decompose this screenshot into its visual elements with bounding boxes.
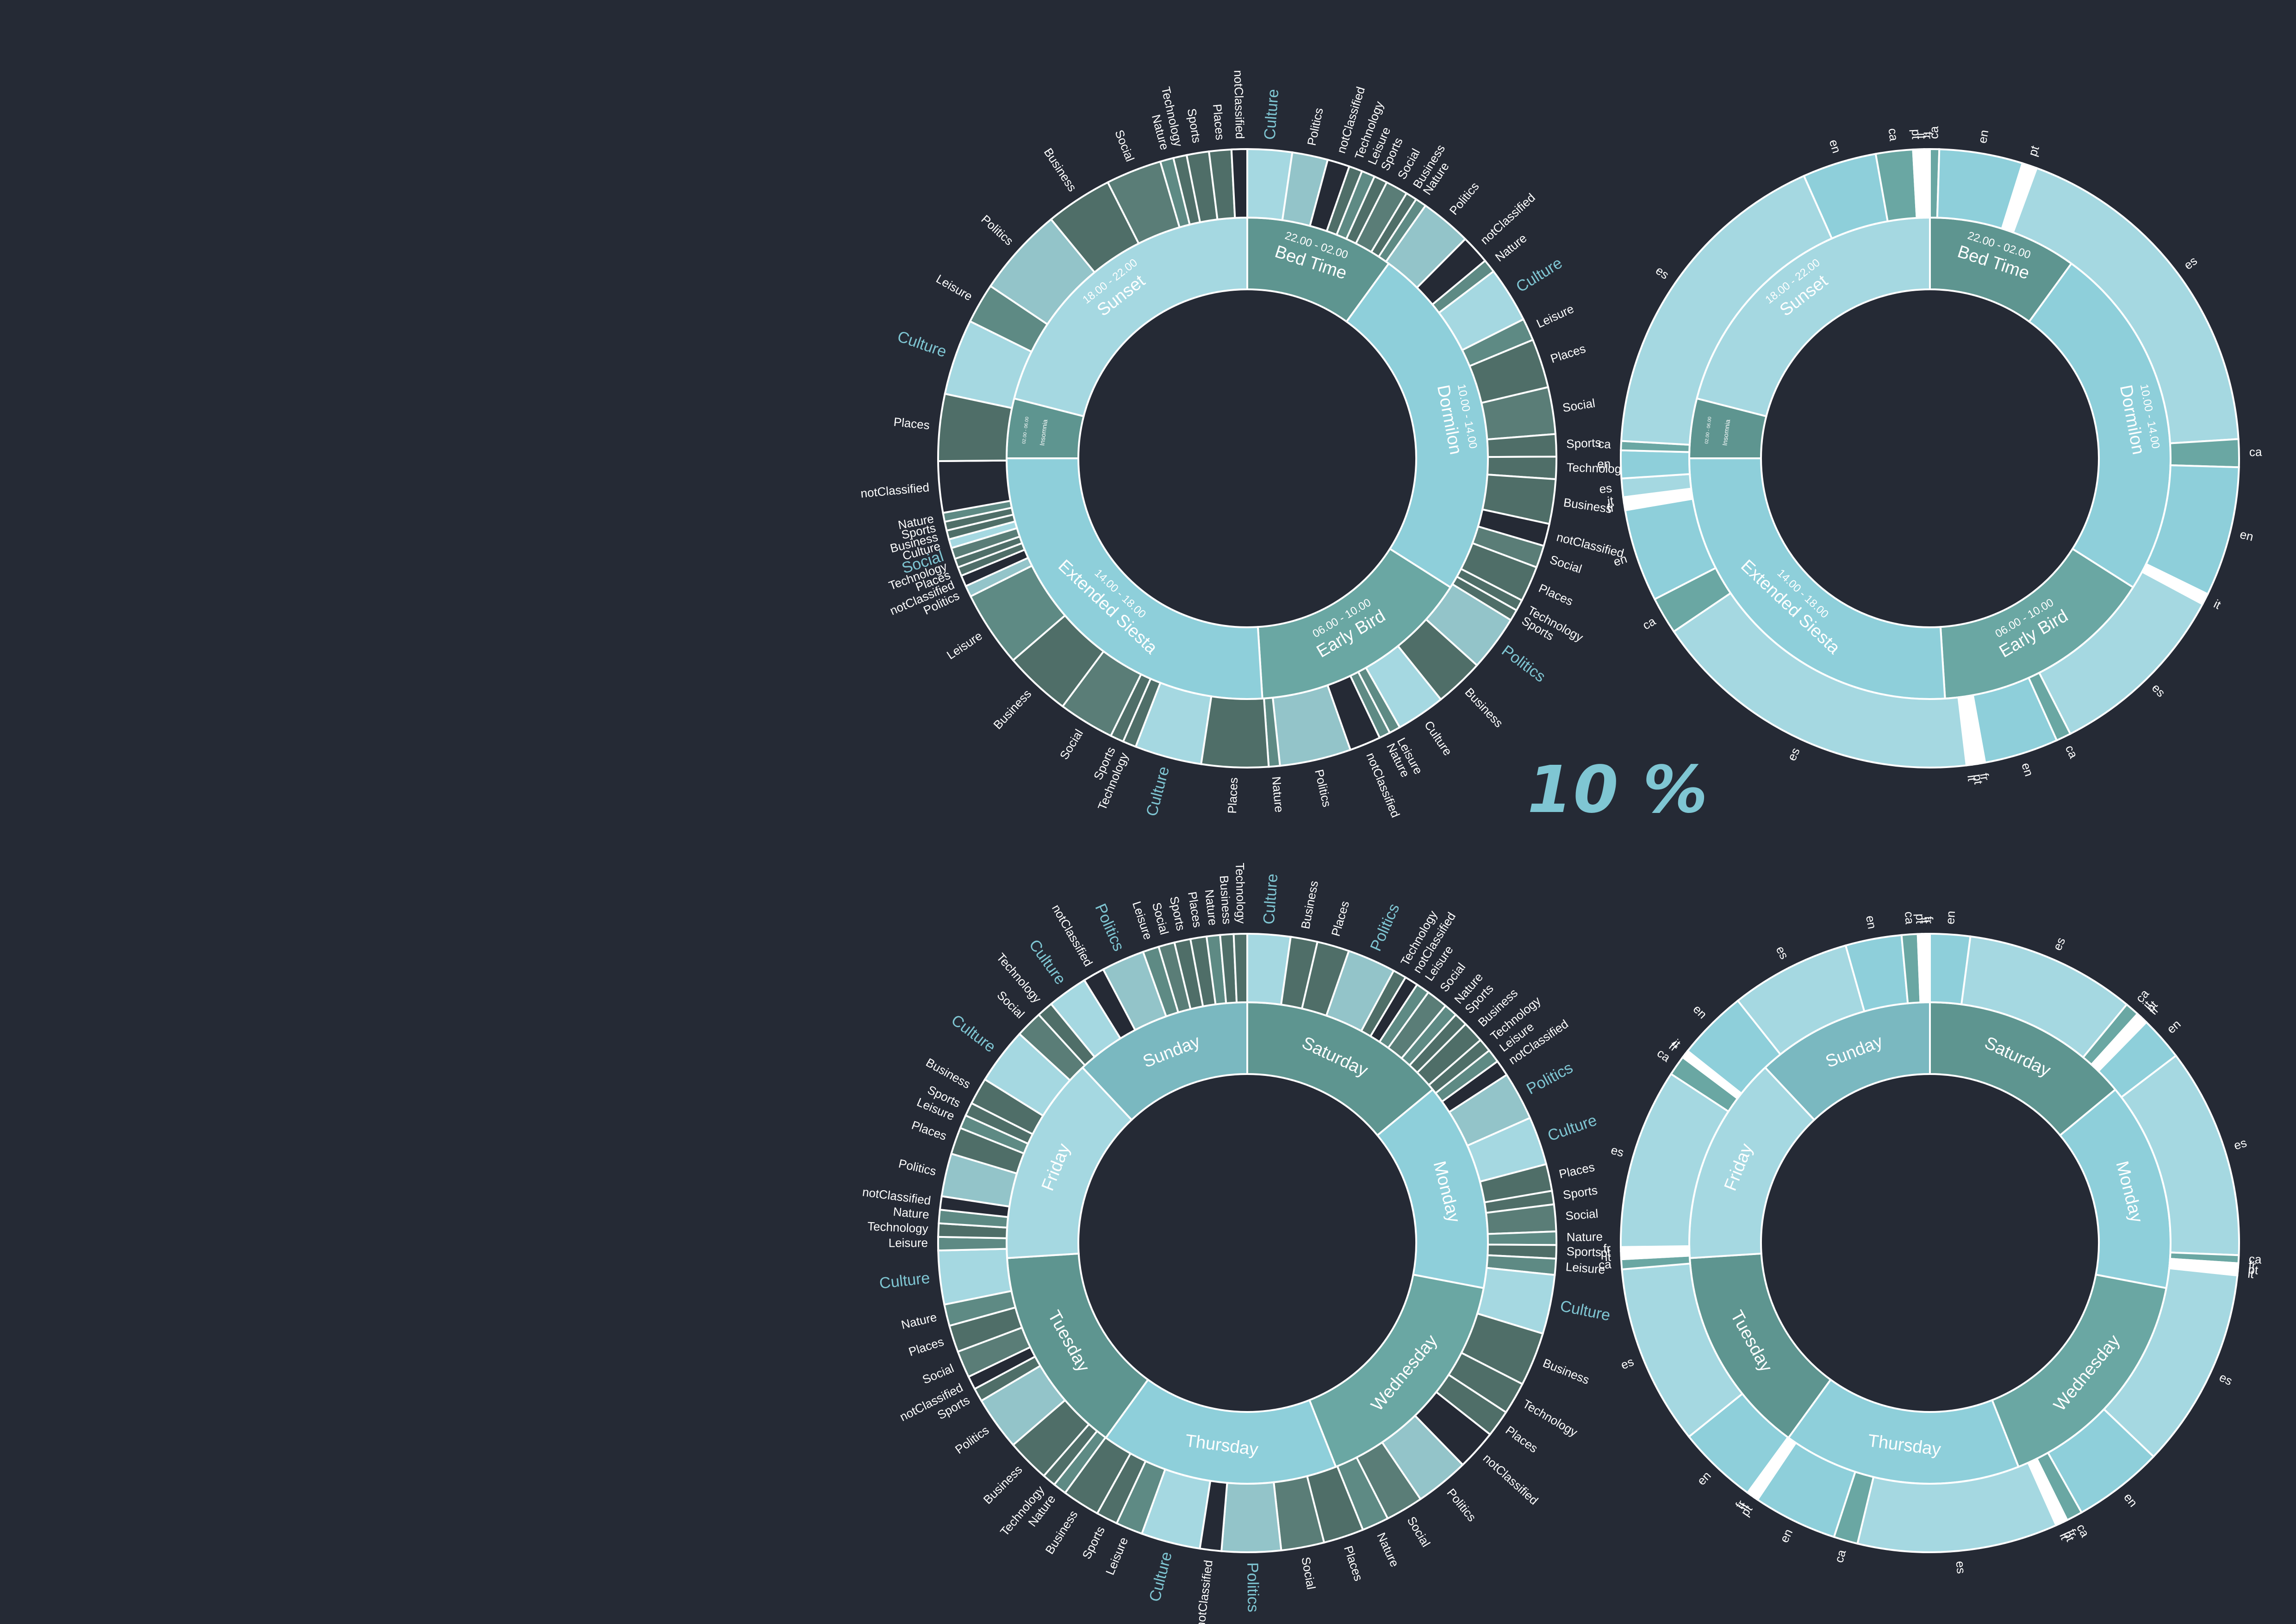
outer-segment-politics: [1220, 1481, 1282, 1553]
outer-label-ca: ca: [1885, 127, 1901, 142]
outer-label-sports: Sports: [1566, 1244, 1601, 1259]
outer-label-fr: fr: [1922, 916, 1935, 924]
outer-segment-ca: [2169, 438, 2240, 468]
outer-label-it: it: [1965, 774, 1979, 782]
outer-label-ca: ca: [1902, 911, 1917, 925]
outer-label-it: it: [1605, 1250, 1612, 1264]
outer-label-ca: ca: [1598, 437, 1612, 451]
outer-label-pt: pt: [1909, 129, 1923, 140]
outer-label-fr: fr: [2248, 1258, 2256, 1273]
outer-label-nature: Nature: [893, 1205, 930, 1222]
outer-label-it: it: [2247, 1267, 2255, 1281]
outer-label-en: en: [1597, 457, 1611, 471]
outer-label-places: Places: [1210, 103, 1227, 140]
sunburst-weekday-languages: SaturdayMondayWednesdayThursdayTuesdayFr…: [1598, 911, 2262, 1574]
outer-label-social: Social: [1565, 1206, 1599, 1223]
outer-label-culture: Culture: [1261, 88, 1282, 140]
outer-label-culture: Culture: [1260, 873, 1282, 925]
outer-segment-fr: [1925, 932, 1931, 1004]
outer-label-fr: fr: [1606, 500, 1616, 515]
outer-label-leisure: Leisure: [889, 1236, 928, 1249]
inner-label-insomnia: Insomnia: [1721, 419, 1731, 446]
outer-label-ca: ca: [2248, 1252, 2262, 1266]
outer-segment-technology: [1232, 932, 1248, 1004]
outer-label-ca: ca: [2249, 445, 2262, 459]
outer-label-es: es: [1954, 1561, 1968, 1574]
outer-label-it: it: [1915, 133, 1929, 140]
outer-label-technology: Technology: [867, 1219, 929, 1236]
outer-label-technology: Technology: [1566, 460, 1627, 476]
outer-label-places: Places: [1225, 777, 1240, 814]
outer-label-nature: Nature: [1567, 1230, 1603, 1244]
outer-label-en: en: [2239, 527, 2255, 544]
outer-label-technology: Technology: [1233, 862, 1248, 924]
outer-segment-notclassified: [1230, 148, 1248, 219]
outer-label-pt: pt: [1971, 773, 1986, 786]
outer-label-leisure: Leisure: [1565, 1260, 1605, 1276]
outer-label-business: Business: [1217, 875, 1234, 924]
outer-segment-en: [1620, 449, 1691, 480]
outer-label-en: en: [1975, 129, 1991, 144]
outer-label-pt: pt: [2247, 1262, 2259, 1277]
outer-label-ca: ca: [1598, 1257, 1612, 1272]
outer-label-fr: fr: [1603, 1241, 1611, 1255]
outer-segment-nature: [1487, 1230, 1557, 1246]
outer-label-politics: Politics: [1244, 1562, 1262, 1612]
outer-label-fr: fr: [1977, 772, 1992, 782]
outer-label-en: en: [1943, 911, 1958, 925]
outer-label-nature: Nature: [1269, 776, 1287, 813]
outer-segment-places: [1200, 695, 1270, 768]
inner-label-insomnia: Insomnia: [1038, 419, 1049, 446]
center-percentage-label: 10 %: [1527, 752, 1709, 828]
outer-label-it: it: [1606, 493, 1615, 508]
outer-label-ca: ca: [1927, 126, 1941, 139]
outer-label-fr: fr: [1921, 131, 1935, 139]
outer-label-it: it: [1917, 918, 1931, 924]
outer-label-notclassified: notClassified: [1232, 70, 1247, 139]
outer-label-pt: pt: [1600, 1246, 1611, 1260]
outer-label-pt: pt: [1913, 913, 1928, 924]
outer-label-sports: Sports: [1566, 436, 1601, 451]
outer-label-en: en: [1863, 914, 1879, 930]
outer-segment-fr: [1923, 148, 1931, 219]
outer-label-es: es: [1599, 481, 1612, 496]
